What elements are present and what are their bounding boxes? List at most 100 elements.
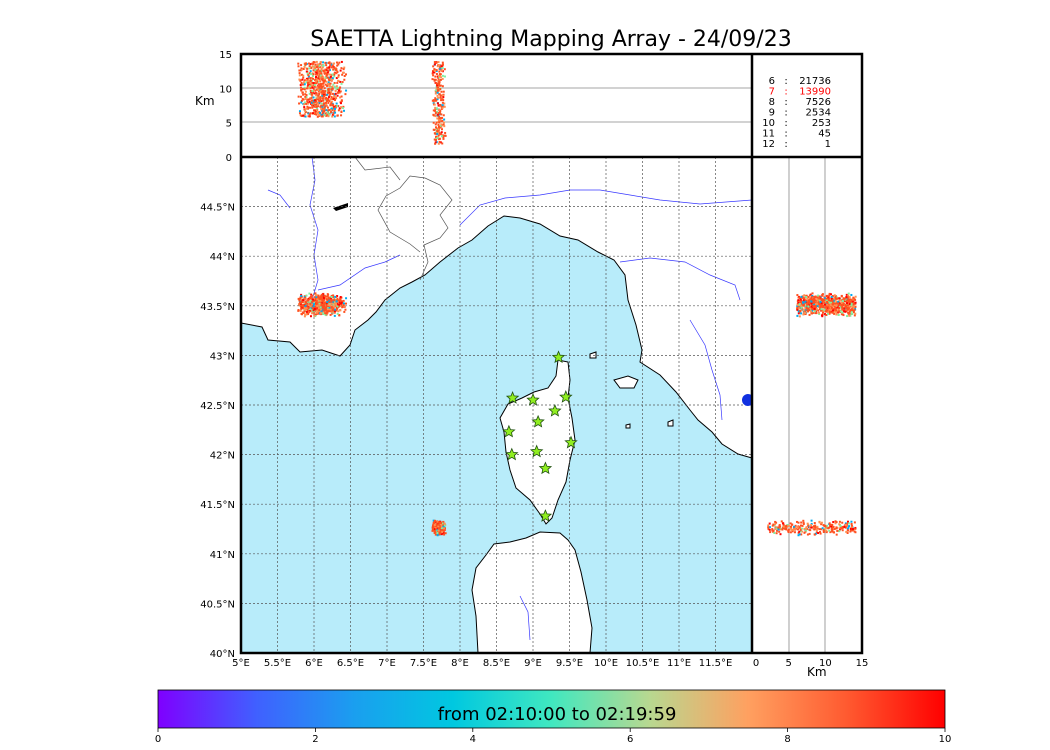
lightning-source-altitude [303,115,306,118]
lightning-source [314,309,317,312]
lightning-source-altitude [300,73,303,76]
station-number: 11 [762,129,775,140]
lightning-source-altitude [433,71,436,74]
colorbar: from 02:10:00 to 02:19:59 0 2 4 6 8 10 [155,689,951,745]
lightning-source-side [844,306,847,309]
lightning-source [327,303,330,306]
lightning-source-altitude [298,69,301,72]
lightning-source-altitude [340,60,343,63]
lightning-source-side [818,520,821,523]
lightning-source-side [830,306,833,309]
lightning-source-side [832,311,835,314]
lightning-source-altitude [325,109,328,112]
lightning-source-altitude [306,72,309,75]
lightning-source-altitude [436,117,439,120]
lightning-source-altitude [302,68,305,71]
lightning-source-side [849,298,852,301]
lightning-source-altitude [435,72,438,75]
lightning-source [330,294,333,297]
lightning-source-altitude [321,97,324,100]
lightning-source-altitude [326,91,329,94]
lightning-source-side [830,299,833,302]
lightning-source [340,300,343,303]
lightning-source-side [839,524,842,527]
lightning-source-altitude [318,64,321,67]
lightning-source-altitude [335,85,338,88]
lightning-source-altitude [312,101,315,104]
lightning-source-side [808,300,811,303]
lightning-source-altitude [324,90,327,93]
lightning-source-side [796,528,799,531]
lightning-source-altitude [328,108,331,111]
lightning-source-side [814,306,817,309]
lightning-source-side [829,523,832,526]
lightning-source-altitude [310,93,313,96]
lightning-source-altitude [435,91,438,94]
lightning-source-altitude [302,103,305,106]
colorbar-tick-label: 4 [470,734,476,745]
lightning-source-side [832,309,835,312]
colorbar-tick-label: 2 [312,734,318,745]
station-number: 8 [769,97,775,108]
lightning-source-altitude [323,93,326,96]
lightning-source [436,528,439,531]
lightning-source [328,310,331,313]
lightning-source-side [827,296,830,299]
lightning-source-side [808,309,811,312]
lightning-source-side [816,525,819,528]
lightning-source-altitude [317,98,320,101]
lightning-source-side [831,523,834,526]
lightning-source-side [847,292,850,295]
lightning-source-altitude [304,109,307,112]
lightning-source-altitude [327,62,330,65]
lightning-source-altitude [309,106,312,109]
lightning-source-side [848,304,851,307]
lightning-source-altitude [337,109,340,112]
lightning-source-side [854,302,857,305]
lightning-source [441,525,444,528]
lightning-source-altitude [303,108,306,111]
lightning-source [310,303,313,306]
lightning-source-altitude [305,87,308,90]
lightning-source-side [796,300,799,303]
lightning-source-altitude [437,96,440,99]
lightning-source-side [804,308,807,311]
lightning-source-side [832,301,835,304]
lat-tick-label: 44°N [210,252,235,263]
lightning-source-side [846,304,849,307]
lightning-source-altitude [329,104,332,107]
lightning-source-side [798,296,801,299]
lightning-source [443,533,446,536]
lightning-source-altitude [321,112,324,115]
lightning-source-side [794,524,797,527]
lightning-source-altitude [333,107,336,110]
lightning-source-altitude [328,76,331,79]
lightning-source-side [810,312,813,315]
capraia-island [589,351,597,359]
lightning-source-altitude [318,80,321,83]
lightning-source-side [834,520,837,523]
lightning-source-side [843,309,846,312]
lightning-source-altitude [303,101,306,104]
lightning-source [309,305,312,308]
lightning-source-side [823,301,826,304]
lightning-source-side [782,525,785,528]
lightning-source-altitude [323,106,326,109]
lightning-source-side [820,314,823,317]
lightning-source-side [805,296,808,299]
station-separator: : [784,139,787,150]
lightning-source [327,310,330,313]
lightning-source [440,529,443,532]
lightning-source-altitude [325,114,328,117]
lightning-source [338,301,341,304]
lightning-source-altitude [440,90,443,93]
lightning-source-side [846,296,849,299]
lightning-source-side [809,529,812,532]
lightning-source-side [797,306,800,309]
lightning-source [337,300,340,303]
lightning-source-altitude [301,87,304,90]
lightning-source-side [831,305,834,308]
lightning-source-side [796,294,799,297]
lightning-source-side [816,303,819,306]
lightning-source-side [837,300,840,303]
